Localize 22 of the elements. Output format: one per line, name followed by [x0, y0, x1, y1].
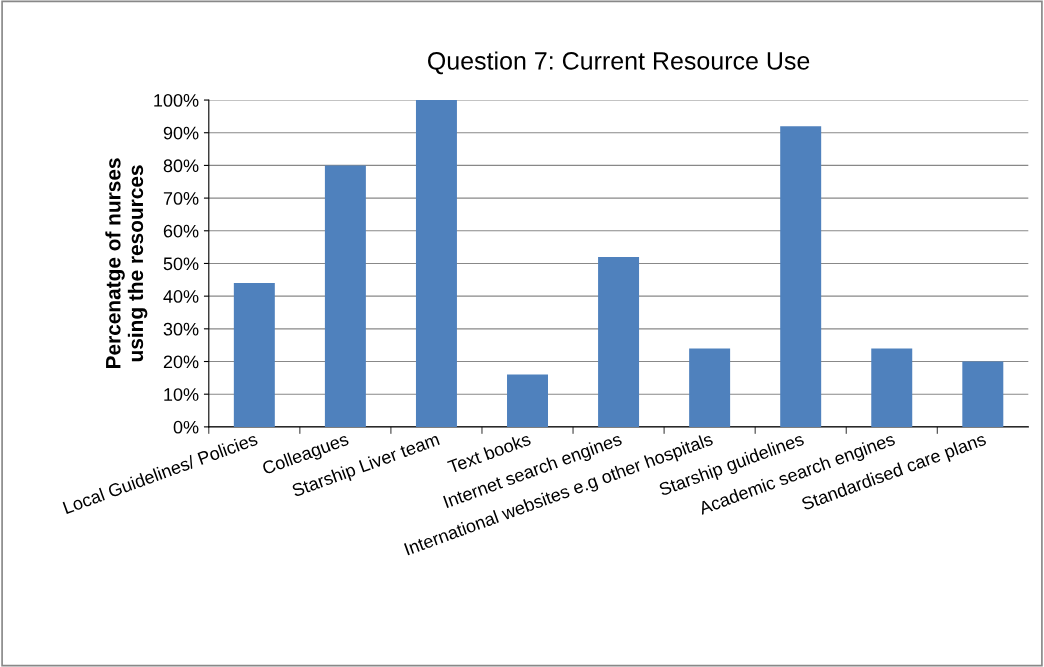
y-tick-label: 0% — [173, 420, 199, 434]
bar — [507, 374, 548, 427]
bar — [962, 361, 1004, 427]
chart-title: Question 7: Current Resource Use — [428, 51, 810, 75]
bar — [233, 283, 275, 427]
bar — [689, 348, 731, 427]
y-tick-label: 90% — [163, 126, 199, 140]
y-tick-label: 30% — [163, 322, 199, 336]
y-tick-label: 10% — [164, 388, 199, 401]
bar — [871, 348, 913, 427]
bar — [415, 100, 457, 427]
y-tick-label: 80% — [163, 159, 199, 173]
bar — [324, 165, 366, 427]
bar — [598, 256, 640, 427]
y-tick-label: 70% — [163, 192, 199, 205]
y-axis-title: Percenatge of nurses using the resources — [105, 158, 148, 369]
y-tick-label: 20% — [163, 355, 199, 369]
y-tick-label: 50% — [163, 257, 199, 271]
y-tick-label: 60% — [163, 224, 199, 238]
y-tick-label: 40% — [163, 290, 199, 303]
y-tick-label: 100% — [154, 93, 199, 107]
bar — [780, 126, 822, 427]
